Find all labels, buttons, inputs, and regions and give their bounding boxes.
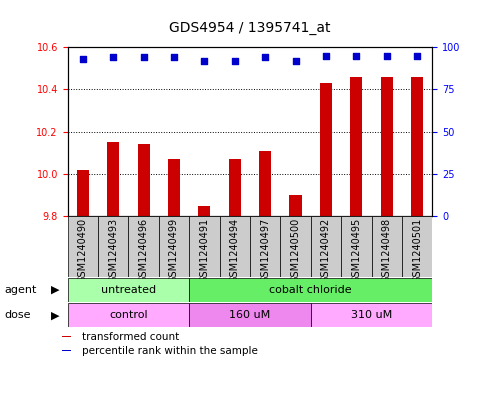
- Text: GSM1240491: GSM1240491: [199, 218, 209, 283]
- Bar: [381, 77, 393, 216]
- Bar: [199, 206, 211, 216]
- Text: 160 uM: 160 uM: [229, 310, 270, 320]
- Text: GSM1240495: GSM1240495: [351, 218, 361, 283]
- Text: percentile rank within the sample: percentile rank within the sample: [82, 346, 258, 356]
- Bar: [311, 216, 341, 277]
- Bar: [189, 216, 220, 277]
- Text: GDS4954 / 1395741_at: GDS4954 / 1395741_at: [169, 20, 331, 35]
- Bar: [228, 159, 241, 216]
- Text: GSM1240500: GSM1240500: [291, 218, 300, 283]
- Text: ▶: ▶: [51, 310, 60, 320]
- Point: [413, 52, 421, 59]
- Bar: [350, 77, 362, 216]
- Bar: [62, 336, 71, 337]
- Bar: [311, 303, 432, 327]
- Bar: [138, 144, 150, 216]
- Bar: [371, 216, 402, 277]
- Point: [383, 52, 391, 59]
- Text: GSM1240498: GSM1240498: [382, 218, 392, 283]
- Bar: [62, 350, 71, 351]
- Text: dose: dose: [5, 310, 31, 320]
- Bar: [68, 303, 189, 327]
- Point: [170, 54, 178, 61]
- Point: [200, 57, 208, 64]
- Text: GSM1240496: GSM1240496: [139, 218, 149, 283]
- Text: 310 uM: 310 uM: [351, 310, 392, 320]
- Text: GSM1240497: GSM1240497: [260, 218, 270, 283]
- Text: GSM1240490: GSM1240490: [78, 218, 88, 283]
- Bar: [168, 159, 180, 216]
- Text: GSM1240493: GSM1240493: [108, 218, 118, 283]
- Bar: [320, 83, 332, 216]
- Point: [292, 57, 299, 64]
- Text: untreated: untreated: [101, 285, 156, 295]
- Point: [322, 52, 330, 59]
- Text: GSM1240499: GSM1240499: [169, 218, 179, 283]
- Bar: [289, 195, 301, 216]
- Bar: [259, 151, 271, 216]
- Bar: [189, 303, 311, 327]
- Text: cobalt chloride: cobalt chloride: [270, 285, 352, 295]
- Text: GSM1240501: GSM1240501: [412, 218, 422, 283]
- Bar: [98, 216, 128, 277]
- Bar: [341, 216, 371, 277]
- Text: agent: agent: [5, 285, 37, 295]
- Point: [353, 52, 360, 59]
- Bar: [250, 216, 280, 277]
- Text: GSM1240494: GSM1240494: [230, 218, 240, 283]
- Bar: [68, 216, 98, 277]
- Bar: [77, 170, 89, 216]
- Bar: [68, 278, 189, 302]
- Point: [261, 54, 269, 61]
- Bar: [189, 278, 432, 302]
- Text: control: control: [109, 310, 148, 320]
- Bar: [280, 216, 311, 277]
- Text: GSM1240492: GSM1240492: [321, 218, 331, 283]
- Bar: [128, 216, 159, 277]
- Point: [140, 54, 147, 61]
- Point: [109, 54, 117, 61]
- Text: ▶: ▶: [51, 285, 60, 295]
- Text: transformed count: transformed count: [82, 332, 180, 342]
- Point: [79, 56, 86, 62]
- Bar: [107, 142, 119, 216]
- Point: [231, 57, 239, 64]
- Bar: [402, 216, 432, 277]
- Bar: [220, 216, 250, 277]
- Bar: [159, 216, 189, 277]
- Bar: [411, 77, 423, 216]
